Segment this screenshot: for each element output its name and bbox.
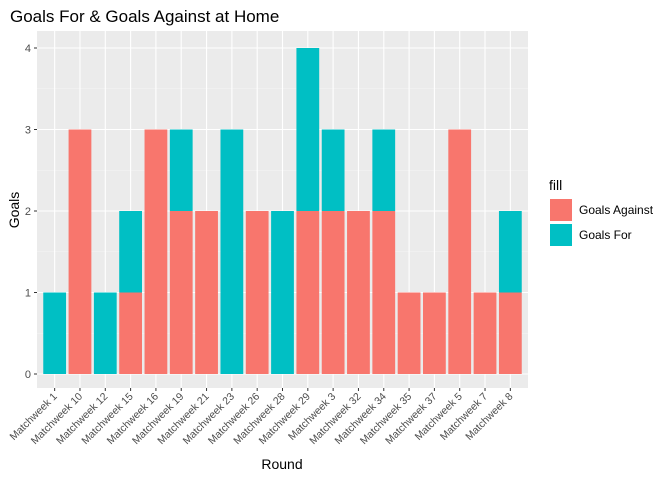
bar-goals-against: [68, 129, 92, 374]
legend: fill Goals Against Goals For: [549, 177, 654, 246]
y-tick-label: 0: [25, 369, 31, 381]
legend-items: Goals Against Goals For: [550, 199, 654, 246]
bar-goals-for: [498, 211, 522, 293]
bar-goals-against: [296, 211, 320, 374]
bars: [43, 48, 522, 374]
bar-goals-against: [347, 211, 370, 374]
legend-label: Goals Against: [579, 203, 654, 217]
bar-goals-for: [372, 129, 396, 211]
legend-title: fill: [549, 177, 562, 193]
bar-goals-for: [220, 129, 244, 374]
bar-goals-against: [473, 292, 497, 374]
bar-goals-for: [43, 292, 67, 374]
y-tick-label: 3: [25, 125, 31, 137]
legend-key: [550, 224, 572, 246]
bar-goals-against: [195, 211, 218, 374]
bar-goals-against: [372, 211, 396, 374]
y-axis-label: Goals: [6, 192, 22, 229]
bar-goals-against: [144, 129, 168, 374]
bar-goals-for: [119, 211, 142, 293]
bar-goals-against: [448, 129, 472, 374]
bar-goals-against: [397, 292, 421, 374]
bar-goals-against: [423, 292, 446, 374]
y-axis: 0 1 2 3 4: [25, 43, 37, 381]
bar-goals-for: [271, 211, 294, 374]
y-tick-label: 2: [25, 206, 31, 218]
legend-label: Goals For: [579, 228, 632, 242]
legend-key: [550, 199, 572, 221]
bar-goals-against: [169, 211, 193, 374]
bar-goals-against: [245, 211, 269, 374]
x-axis-label: Round: [261, 456, 302, 472]
bar-goals-for: [169, 129, 193, 211]
bar-goals-for: [296, 48, 320, 211]
y-tick-label: 1: [25, 288, 31, 300]
bar-goals-for: [93, 292, 117, 374]
bar-goals-against: [498, 292, 522, 374]
bar-goals-against: [321, 211, 345, 374]
chart-title: Goals For & Goals Against at Home: [10, 7, 279, 26]
y-tick-label: 4: [25, 43, 31, 55]
bar-goals-against: [119, 292, 142, 374]
bar-goals-for: [321, 129, 345, 211]
